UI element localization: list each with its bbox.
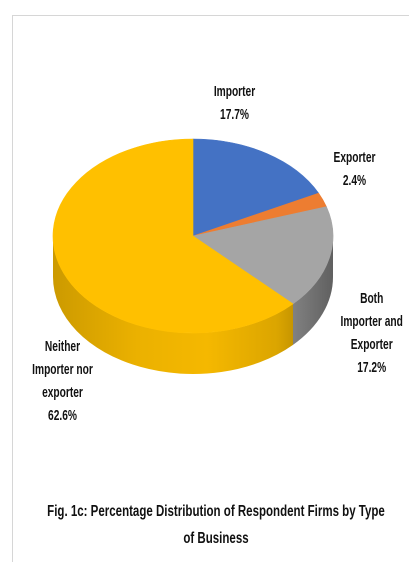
category-label-both-importer-and-exporter: Both Importer and Exporter <box>340 290 403 353</box>
pie-slices <box>52 138 334 334</box>
data-label-both-importer-and-exporter: Both Importer and Exporter 17.2% <box>339 287 404 379</box>
pie-slice-importer <box>192 138 319 237</box>
pie-slice-neither-importer-nor-exporter <box>52 138 294 334</box>
category-label-exporter: Exporter <box>333 149 375 166</box>
value-label-neither-importer-nor-exporter: 62.6% <box>47 407 77 424</box>
category-label-neither-importer-nor-exporter: Neither Importer nor exporter <box>31 338 93 401</box>
pie-slice-side-neither-importer-nor-exporter <box>53 236 293 374</box>
value-label-both-importer-and-exporter: 17.2% <box>357 359 387 376</box>
data-label-neither-importer-nor-exporter: Neither Importer nor exporter 62.6% <box>30 335 95 427</box>
data-label-importer: Importer 17.7% <box>202 80 267 126</box>
pie-side-walls <box>53 236 333 374</box>
pie-slice-side-both-importer-and-exporter <box>293 236 333 345</box>
value-label-exporter: 2.4% <box>342 172 366 189</box>
figure-caption-line-2: of Business <box>183 528 248 546</box>
pie-slice-both-importer-and-exporter <box>192 206 334 305</box>
data-label-exporter: Exporter 2.4% <box>322 146 387 192</box>
category-label-importer: Importer <box>213 83 255 100</box>
value-label-importer: 17.7% <box>219 106 249 123</box>
figure-caption-line-1: Fig. 1c: Percentage Distribution of Resp… <box>47 501 385 519</box>
